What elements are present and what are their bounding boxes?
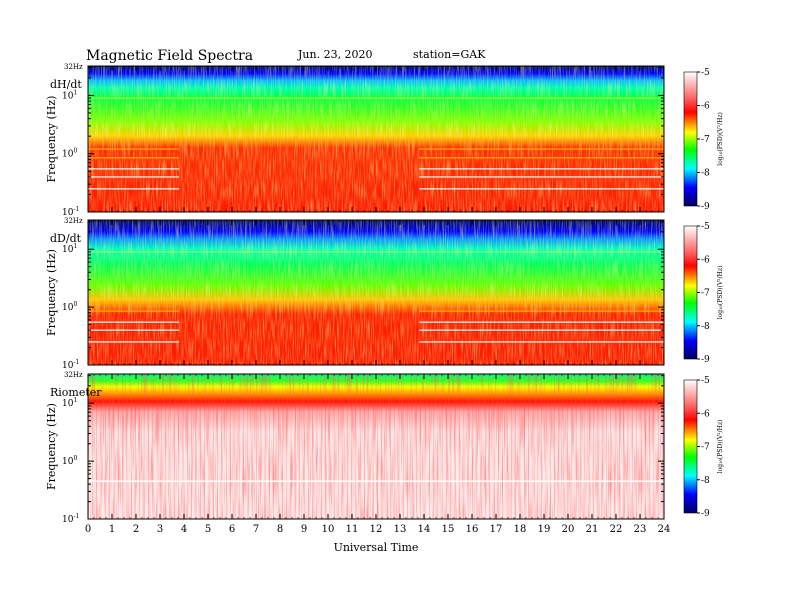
colorbar-label: log₁₀(PSD)(V²/Hz) [717, 420, 724, 474]
x-tick-label: 22 [610, 524, 623, 535]
colorbar-tick-label: -8 [701, 169, 710, 179]
x-tick-label: 13 [394, 524, 407, 535]
y-tick-label: 10-1 [62, 513, 79, 525]
x-tick-label: 21 [586, 524, 599, 535]
x-tick-label: 16 [466, 524, 479, 535]
colorbar-tick-label: -9 [701, 355, 710, 365]
colorbar-tick-label: -7 [701, 443, 710, 453]
colorbar-tick-label: -8 [701, 322, 710, 332]
x-tick-label: 7 [253, 524, 259, 535]
colorbar-tick-label: -6 [701, 409, 710, 419]
panel-label: dH/dt [50, 78, 82, 91]
y-axis-label: Frequency (Hz) [45, 403, 58, 490]
panel-label: dD/dt [50, 232, 82, 245]
top-frequency-label: 32Hz [64, 217, 83, 225]
x-tick-label: 4 [181, 524, 187, 535]
y-tick-label: 101 [62, 89, 77, 101]
colorbar-label: log₁₀(PSD)(V²/Hz) [717, 112, 724, 166]
spectrogram-texture [88, 374, 664, 519]
x-tick-label: 3 [157, 524, 163, 535]
y-tick-label: 10-1 [62, 206, 79, 218]
spectrogram-panel-2: dD/dt 32Hz 101 100 10-1 Frequency (Hz) -5 -6 -7 -… [45, 217, 724, 371]
y-axis-label: Frequency (Hz) [45, 249, 58, 336]
colorbar-tick-label: -5 [701, 376, 710, 386]
x-tick-label: 5 [205, 524, 211, 535]
colorbar-tick-label: -7 [701, 135, 710, 145]
colorbar-tick-label: -9 [701, 202, 710, 212]
spectrogram-panel-1: dH/dt 32Hz 101 100 10-1 Frequency (Hz) -5 -6 -7 -… [45, 63, 724, 218]
colorbar-tick-label: -8 [701, 476, 710, 486]
colorbar [683, 71, 698, 207]
colorbar-tick-label: -9 [701, 509, 710, 519]
colorbar-tick-label: -6 [701, 255, 710, 265]
panel-label: Riometer [50, 386, 102, 399]
spectrogram-texture [88, 220, 664, 365]
x-tick-label: 8 [277, 524, 283, 535]
x-tick-label: 2 [133, 524, 139, 535]
y-tick-label: 10-1 [62, 359, 79, 371]
x-tick-label: 20 [562, 524, 575, 535]
spectrogram-panel-3: Riometer 32Hz 101 100 10-1 Frequency (Hz) -5 -6… [45, 371, 724, 525]
x-axis-label: Universal Time [334, 541, 419, 554]
y-tick-label: 100 [62, 148, 77, 160]
x-tick-label: 18 [514, 524, 527, 535]
x-tick-label: 14 [418, 524, 431, 535]
colorbar [683, 379, 698, 514]
x-tick-label: 1 [109, 524, 115, 535]
x-tick-label: 15 [442, 524, 455, 535]
colorbar-tick-label: -5 [701, 222, 710, 232]
colorbar-label: log₁₀(PSD)(V²/Hz) [717, 266, 724, 320]
colorbar-tick-label: -6 [701, 102, 710, 112]
x-tick-label: 24 [658, 524, 671, 535]
top-frequency-label: 32Hz [64, 371, 83, 379]
y-tick-label: 100 [62, 455, 77, 467]
x-tick-label: 17 [490, 524, 503, 535]
y-axis-label: Frequency (Hz) [45, 96, 58, 183]
spectrogram-texture [88, 66, 664, 212]
colorbar-tick-label: -7 [701, 289, 710, 299]
y-tick-label: 101 [62, 397, 77, 409]
x-tick-label: 10 [322, 524, 335, 535]
x-tick-label: 0 [85, 524, 91, 535]
y-tick-label: 100 [62, 301, 77, 313]
chart-title: Magnetic Field Spectra [86, 48, 253, 64]
x-tick-label: 9 [301, 524, 307, 535]
station-label: station=GAK [413, 48, 486, 61]
x-tick-label: 11 [346, 524, 359, 535]
x-tick-label: 23 [634, 524, 647, 535]
colorbar-tick-label: -5 [701, 68, 710, 78]
y-tick-label: 101 [62, 243, 77, 255]
x-tick-label: 12 [370, 524, 383, 535]
x-tick-label: 19 [538, 524, 551, 535]
chart-date: Jun. 23, 2020 [297, 48, 373, 61]
top-frequency-label: 32Hz [64, 63, 83, 71]
x-tick-label: 6 [229, 524, 235, 535]
colorbar [683, 225, 698, 360]
